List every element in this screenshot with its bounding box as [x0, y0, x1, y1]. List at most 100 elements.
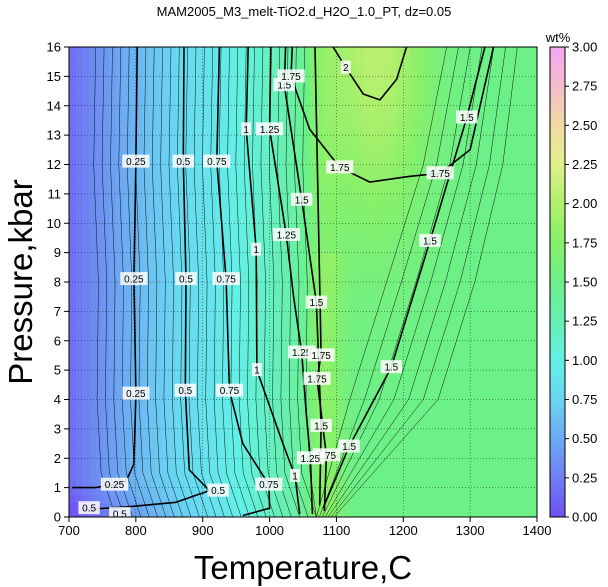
heatmap-cell — [95, 443, 104, 452]
heatmap-cell — [463, 399, 471, 408]
heatmap-cell — [496, 267, 505, 276]
heatmap-cell — [169, 450, 177, 459]
heatmap-cell — [135, 237, 144, 246]
heatmap-cell — [336, 237, 344, 246]
heatmap-cell — [209, 120, 217, 129]
heatmap-cell — [142, 289, 150, 298]
heatmap-cell — [376, 259, 384, 268]
heatmap-cell — [196, 443, 204, 452]
heatmap-cell — [122, 494, 130, 503]
heatmap-cell — [122, 208, 130, 217]
heatmap-cell — [396, 384, 404, 393]
heatmap-cell — [316, 149, 324, 158]
heatmap-cell — [262, 54, 271, 63]
heatmap-cell — [443, 436, 451, 445]
heatmap-cell — [282, 142, 291, 151]
heatmap-cell — [89, 252, 97, 261]
heatmap-cell — [349, 164, 358, 173]
heatmap-cell — [289, 54, 297, 63]
heatmap-cell — [316, 157, 324, 166]
heatmap-cell — [162, 472, 170, 481]
heatmap-cell — [269, 237, 277, 246]
heatmap-cell — [423, 450, 431, 459]
heatmap-cell — [430, 355, 438, 364]
heatmap-cell — [69, 370, 77, 379]
heatmap-cell — [115, 149, 124, 158]
heatmap-cell — [69, 282, 77, 290]
heatmap-cell — [296, 399, 304, 408]
heatmap-cell — [376, 193, 384, 202]
heatmap-cell — [282, 414, 291, 423]
heatmap-cell — [296, 252, 304, 261]
heatmap-cell — [430, 91, 438, 99]
heatmap-cell — [282, 436, 291, 445]
heatmap-cell — [82, 186, 90, 195]
heatmap-cell — [242, 267, 251, 276]
heatmap-cell — [376, 311, 384, 320]
heatmap-cell — [516, 186, 525, 195]
x-tick-label: 1100 — [322, 523, 350, 538]
heatmap-cell — [396, 201, 404, 210]
heatmap-cell — [69, 105, 77, 114]
heatmap-cell — [496, 296, 505, 305]
heatmap-cell — [69, 509, 77, 517]
heatmap-cell — [196, 91, 204, 99]
heatmap-cell — [216, 421, 224, 430]
heatmap-cell — [109, 193, 117, 202]
heatmap-cell — [236, 289, 244, 298]
heatmap-cell — [483, 502, 491, 511]
heatmap-cell — [316, 230, 324, 239]
heatmap-cell — [102, 428, 110, 437]
heatmap-cell — [323, 230, 331, 239]
heatmap-cell — [82, 193, 90, 202]
heatmap-cell — [336, 135, 344, 144]
heatmap-cell — [82, 340, 90, 349]
heatmap-cell — [376, 355, 384, 364]
heatmap-cell — [430, 326, 438, 334]
heatmap-cell — [142, 47, 150, 55]
heatmap-cell — [82, 494, 90, 503]
heatmap-cell — [282, 47, 291, 55]
heatmap-cell — [336, 348, 344, 357]
heatmap-cell — [95, 237, 104, 246]
heatmap-cell — [376, 296, 384, 305]
heatmap-cell — [269, 186, 277, 195]
heatmap-cell — [376, 208, 384, 217]
heatmap-cell — [490, 245, 498, 254]
heatmap-cell — [102, 421, 110, 430]
heatmap-cell — [463, 47, 471, 55]
heatmap-cell — [470, 98, 478, 107]
heatmap-cell — [155, 384, 164, 393]
svg-text:1.75: 1.75 — [311, 351, 331, 362]
heatmap-cell — [490, 76, 498, 85]
heatmap-cell — [262, 252, 271, 261]
heatmap-cell — [249, 61, 257, 70]
heatmap-cell — [356, 494, 364, 503]
heatmap-cell — [222, 370, 231, 379]
heatmap-cell — [75, 69, 83, 77]
heatmap-cell — [356, 333, 364, 342]
heatmap-cell — [262, 237, 271, 246]
heatmap-cell — [503, 465, 511, 474]
heatmap-cell — [95, 348, 104, 357]
heatmap-cell — [262, 421, 271, 430]
heatmap-cell — [282, 487, 291, 496]
heatmap-cell — [135, 245, 144, 254]
heatmap-cell — [356, 47, 364, 55]
heatmap-cell — [496, 348, 505, 357]
heatmap-cell — [336, 458, 344, 467]
heatmap-cell — [303, 465, 311, 474]
heatmap-cell — [115, 311, 124, 320]
heatmap-cell — [456, 348, 465, 357]
heatmap-cell — [323, 399, 331, 408]
heatmap-cell — [276, 208, 284, 217]
heatmap-cell — [149, 54, 157, 63]
heatmap-cell — [483, 230, 491, 239]
heatmap-cell — [383, 259, 391, 268]
heatmap-cell — [376, 252, 384, 261]
heatmap-cell — [149, 61, 157, 70]
heatmap-cell — [256, 289, 264, 298]
heatmap-cell — [523, 428, 531, 437]
heatmap-cell — [376, 458, 384, 467]
heatmap-cell — [396, 47, 404, 55]
